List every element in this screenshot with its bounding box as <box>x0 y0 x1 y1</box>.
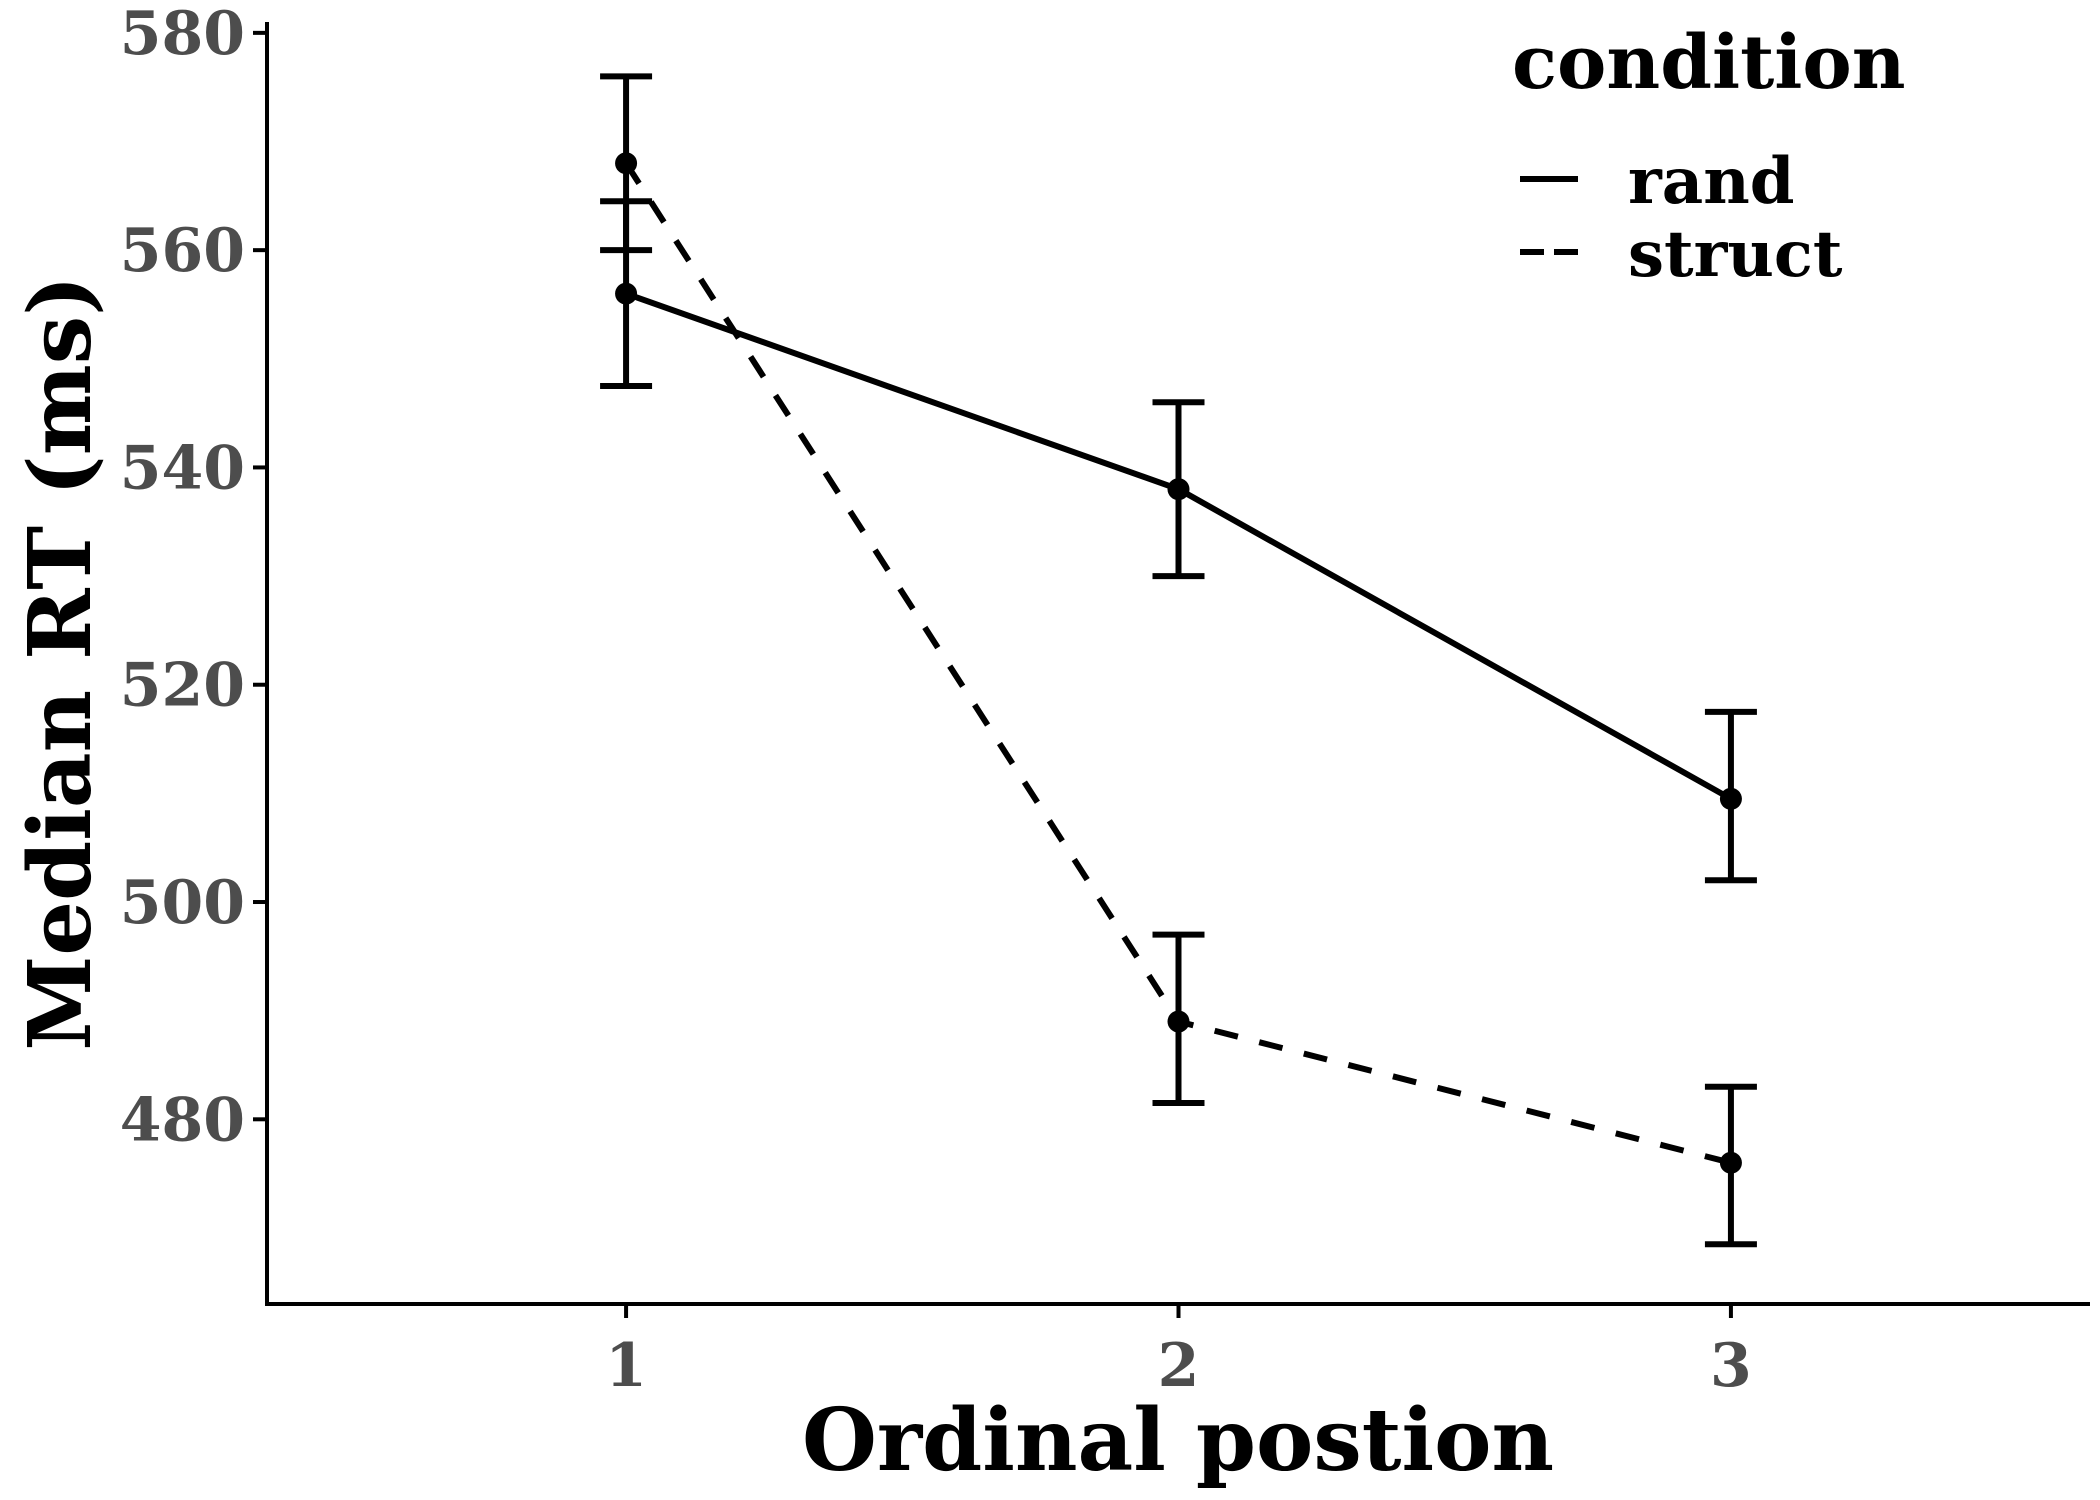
y-tick-label: 560 <box>120 216 245 286</box>
x-axis-title: Ordinal postion <box>802 1390 1554 1491</box>
data-point-struct <box>1719 1151 1742 1174</box>
x-tick-label: 2 <box>1158 1331 1200 1401</box>
x-tick-label: 3 <box>1710 1331 1752 1401</box>
y-ticks: 480 500 520 540 560 580 <box>120 0 267 1155</box>
data-point-rand <box>1167 478 1190 501</box>
data-point-struct <box>615 152 638 175</box>
data-point-struct <box>1167 1010 1190 1033</box>
legend-label-struct: struct <box>1628 217 1843 292</box>
y-tick-label: 500 <box>120 868 245 938</box>
x-tick-label: 1 <box>605 1331 647 1401</box>
x-ticks: 1 2 3 <box>605 1304 1752 1401</box>
y-tick-label: 480 <box>120 1085 245 1155</box>
data-point-rand <box>1719 787 1742 810</box>
legend: condition rand struct <box>1512 20 1906 292</box>
data-point-rand <box>615 282 638 305</box>
y-axis-title: Median RT (ms) <box>10 275 111 1051</box>
plot-area <box>600 73 1757 1248</box>
legend-label-rand: rand <box>1628 144 1794 219</box>
axes <box>265 22 2090 1306</box>
y-tick-label: 580 <box>120 0 245 69</box>
y-tick-label: 520 <box>120 651 245 721</box>
y-tick-label: 540 <box>120 433 245 503</box>
legend-title: condition <box>1512 20 1906 106</box>
